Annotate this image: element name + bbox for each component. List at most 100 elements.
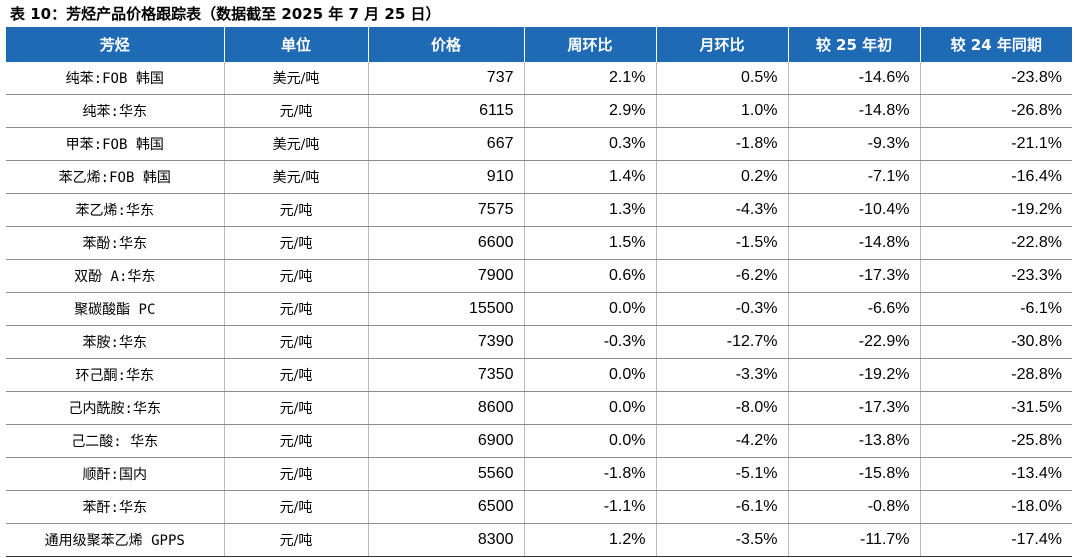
cell-week-change: 0.0% xyxy=(523,358,656,392)
cell-unit: 元/吨 xyxy=(223,193,368,227)
table-row: 顺酐:国内 元/吨 5560 -1.8% -5.1% -15.8% -13.4% xyxy=(6,457,1072,491)
header-unit: 单位 xyxy=(223,27,368,62)
cell-product: 通用级聚苯乙烯 GPPS xyxy=(6,523,224,557)
cell-month-change: -3.3% xyxy=(655,358,788,392)
cell-product: 苯酚:华东 xyxy=(6,226,224,260)
cell-week-change: 2.1% xyxy=(523,62,656,95)
table-caption: 表 10：芳烃产品价格跟踪表（数据截至 2025 年 7 月 25 日） xyxy=(10,5,441,23)
cell-vs-2024-same-period: -16.4% xyxy=(919,160,1072,194)
cell-vs-start-2025: -14.6% xyxy=(787,62,920,95)
cell-product: 环己酮:华东 xyxy=(6,358,224,392)
cell-unit: 元/吨 xyxy=(223,523,368,557)
cell-vs-2024-same-period: -21.1% xyxy=(919,127,1072,161)
cell-week-change: 0.6% xyxy=(523,259,656,293)
cell-product: 甲苯:FOB 韩国 xyxy=(6,127,224,161)
cell-unit: 元/吨 xyxy=(223,424,368,458)
table-row: 苯乙烯:华东 元/吨 7575 1.3% -4.3% -10.4% -19.2% xyxy=(6,193,1072,227)
cell-vs-2024-same-period: -17.4% xyxy=(919,523,1072,557)
cell-product: 己内酰胺:华东 xyxy=(6,391,224,425)
cell-month-change: -4.2% xyxy=(655,424,788,458)
header-row: 芳烃 单位 价格 周环比 月环比 较 25 年初 较 24 年同期 xyxy=(6,27,1072,62)
table-row: 己内酰胺:华东 元/吨 8600 0.0% -8.0% -17.3% -31.5% xyxy=(6,391,1072,425)
table-row: 己二酸: 华东 元/吨 6900 0.0% -4.2% -13.8% -25.8% xyxy=(6,424,1072,458)
cell-price: 7575 xyxy=(367,193,524,227)
cell-vs-2024-same-period: -23.8% xyxy=(919,62,1072,95)
cell-week-change: 1.5% xyxy=(523,226,656,260)
cell-product: 己二酸: 华东 xyxy=(6,424,224,458)
cell-vs-start-2025: -10.4% xyxy=(787,193,920,227)
cell-vs-2024-same-period: -19.2% xyxy=(919,193,1072,227)
header-month-change: 月环比 xyxy=(655,27,788,62)
cell-unit: 元/吨 xyxy=(223,325,368,359)
header-product: 芳烃 xyxy=(6,27,224,62)
cell-month-change: -5.1% xyxy=(655,457,788,491)
cell-month-change: -0.3% xyxy=(655,292,788,326)
cell-unit: 元/吨 xyxy=(223,490,368,524)
cell-vs-start-2025: -19.2% xyxy=(787,358,920,392)
cell-week-change: -0.3% xyxy=(523,325,656,359)
cell-vs-2024-same-period: -23.3% xyxy=(919,259,1072,293)
cell-unit: 美元/吨 xyxy=(223,160,368,194)
cell-product: 苯酐:华东 xyxy=(6,490,224,524)
cell-price: 8600 xyxy=(367,391,524,425)
cell-product: 苯胺:华东 xyxy=(6,325,224,359)
cell-vs-2024-same-period: -28.8% xyxy=(919,358,1072,392)
cell-week-change: 0.0% xyxy=(523,292,656,326)
cell-vs-start-2025: -0.8% xyxy=(787,490,920,524)
header-vs-2024-same-period: 较 24 年同期 xyxy=(919,27,1072,62)
cell-price: 6115 xyxy=(367,94,524,128)
table-row: 苯酐:华东 元/吨 6500 -1.1% -6.1% -0.8% -18.0% xyxy=(6,490,1072,524)
cell-month-change: -1.5% xyxy=(655,226,788,260)
table-row: 甲苯:FOB 韩国 美元/吨 667 0.3% -1.8% -9.3% -21.1% xyxy=(6,127,1072,161)
cell-month-change: -1.8% xyxy=(655,127,788,161)
table-row: 通用级聚苯乙烯 GPPS 元/吨 8300 1.2% -3.5% -11.7% -17.4% xyxy=(6,523,1072,557)
cell-price: 6600 xyxy=(367,226,524,260)
cell-price: 737 xyxy=(367,62,524,95)
table-row: 苯胺:华东 元/吨 7390 -0.3% -12.7% -22.9% -30.8% xyxy=(6,325,1072,359)
cell-vs-start-2025: -11.7% xyxy=(787,523,920,557)
cell-price: 8300 xyxy=(367,523,524,557)
aromatics-price-table: 芳烃 单位 价格 周环比 月环比 较 25 年初 较 24 年同期 纯苯:FOB… xyxy=(6,27,1072,557)
table-row: 聚碳酸酯 PC 元/吨 15500 0.0% -0.3% -6.6% -6.1% xyxy=(6,292,1072,326)
cell-vs-start-2025: -14.8% xyxy=(787,226,920,260)
cell-price: 15500 xyxy=(367,292,524,326)
cell-vs-start-2025: -9.3% xyxy=(787,127,920,161)
cell-vs-2024-same-period: -31.5% xyxy=(919,391,1072,425)
cell-vs-start-2025: -7.1% xyxy=(787,160,920,194)
cell-unit: 元/吨 xyxy=(223,226,368,260)
cell-week-change: 0.0% xyxy=(523,391,656,425)
cell-price: 910 xyxy=(367,160,524,194)
cell-week-change: 0.3% xyxy=(523,127,656,161)
cell-vs-start-2025: -13.8% xyxy=(787,424,920,458)
cell-month-change: 0.5% xyxy=(655,62,788,95)
cell-month-change: -12.7% xyxy=(655,325,788,359)
header-vs-start-2025: 较 25 年初 xyxy=(787,27,920,62)
cell-price: 7390 xyxy=(367,325,524,359)
cell-vs-start-2025: -15.8% xyxy=(787,457,920,491)
table-row: 双酚 A:华东 元/吨 7900 0.6% -6.2% -17.3% -23.3% xyxy=(6,259,1072,293)
cell-product: 聚碳酸酯 PC xyxy=(6,292,224,326)
cell-unit: 元/吨 xyxy=(223,457,368,491)
table-row: 纯苯:华东 元/吨 6115 2.9% 1.0% -14.8% -26.8% xyxy=(6,94,1072,128)
cell-vs-2024-same-period: -26.8% xyxy=(919,94,1072,128)
cell-product: 顺酐:国内 xyxy=(6,457,224,491)
table-body: 纯苯:FOB 韩国 美元/吨 737 2.1% 0.5% -14.6% -23.8% 纯苯:华… xyxy=(6,62,1072,557)
cell-vs-2024-same-period: -22.8% xyxy=(919,226,1072,260)
cell-month-change: -6.1% xyxy=(655,490,788,524)
cell-month-change: 1.0% xyxy=(655,94,788,128)
cell-unit: 元/吨 xyxy=(223,358,368,392)
cell-vs-2024-same-period: -25.8% xyxy=(919,424,1072,458)
cell-vs-2024-same-period: -30.8% xyxy=(919,325,1072,359)
table-row: 苯乙烯:FOB 韩国 美元/吨 910 1.4% 0.2% -7.1% -16.4% xyxy=(6,160,1072,194)
table-row: 纯苯:FOB 韩国 美元/吨 737 2.1% 0.5% -14.6% -23.8% xyxy=(6,62,1072,95)
cell-vs-start-2025: -17.3% xyxy=(787,391,920,425)
cell-vs-start-2025: -17.3% xyxy=(787,259,920,293)
cell-month-change: -4.3% xyxy=(655,193,788,227)
header-week-change: 周环比 xyxy=(523,27,656,62)
cell-month-change: -6.2% xyxy=(655,259,788,293)
cell-week-change: 1.3% xyxy=(523,193,656,227)
cell-product: 纯苯:华东 xyxy=(6,94,224,128)
cell-vs-start-2025: -14.8% xyxy=(787,94,920,128)
cell-price: 6900 xyxy=(367,424,524,458)
cell-price: 667 xyxy=(367,127,524,161)
